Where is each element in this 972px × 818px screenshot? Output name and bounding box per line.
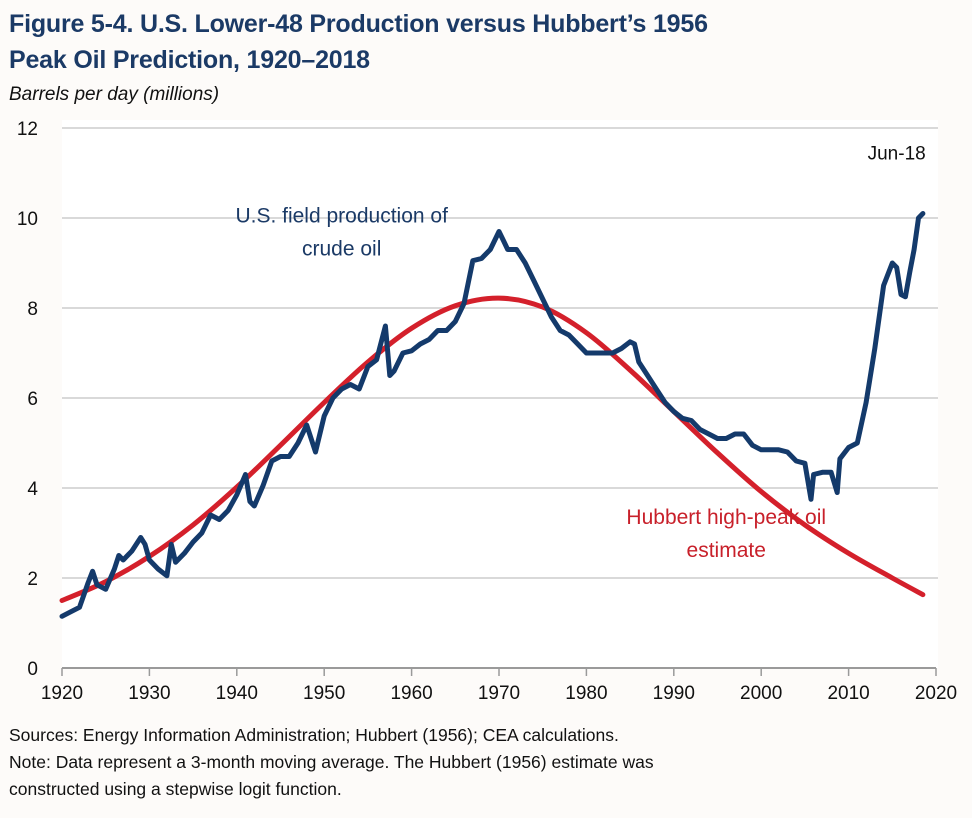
y-tick-label: 10 bbox=[17, 209, 38, 230]
annotation-production-label: U.S. field production of bbox=[235, 205, 448, 228]
chart-title-line-1: Figure 5-4. U.S. Lower-48 Production ver… bbox=[9, 10, 708, 38]
y-tick-label: 6 bbox=[27, 389, 38, 410]
x-tick-label: 1990 bbox=[653, 683, 695, 704]
sources-note: Sources: Energy Information Administrati… bbox=[9, 725, 619, 745]
annotation-hubbert-label: estimate bbox=[687, 539, 766, 562]
x-tick-label: 1980 bbox=[565, 683, 607, 704]
annotations: U.S. field production of crude oil Hubbert… bbox=[235, 144, 925, 563]
y-tick-label: 12 bbox=[17, 119, 38, 140]
x-tick-label: 2000 bbox=[740, 683, 782, 704]
x-tick-label: 1960 bbox=[390, 683, 432, 704]
x-tick-label: 1920 bbox=[41, 683, 83, 704]
y-axis: 0 2 4 6 8 10 12 bbox=[17, 119, 39, 680]
x-tick-label: 1950 bbox=[303, 683, 345, 704]
y-tick-label: 2 bbox=[27, 569, 38, 590]
x-tick-label: 1940 bbox=[216, 683, 258, 704]
data-note-line-1: Note: Data represent a 3-month moving av… bbox=[9, 752, 654, 772]
data-note-line-2: constructed using a stepwise logit funct… bbox=[9, 779, 342, 799]
production-line bbox=[59, 211, 926, 619]
y-tick-label: 4 bbox=[27, 479, 38, 500]
annotation-none-label: Jun-18 bbox=[868, 144, 926, 165]
y-axis-label: Barrels per day (millions) bbox=[9, 84, 220, 105]
annotation-production-label: crude oil bbox=[302, 238, 381, 261]
y-tick-label: 8 bbox=[27, 299, 38, 320]
x-tick-label: 2020 bbox=[915, 683, 957, 704]
x-tick-label: 2010 bbox=[827, 683, 869, 704]
chart-title-line-2: Peak Oil Prediction, 1920–2018 bbox=[9, 46, 370, 74]
x-axis: 1920 1930 1940 1950 1960 1970 1980 1990 2000 2010… bbox=[41, 667, 957, 704]
y-tick-label: 0 bbox=[27, 659, 38, 680]
x-tick-label: 1970 bbox=[478, 683, 520, 704]
annotation-hubbert-label: Hubbert high-peak oil bbox=[626, 506, 826, 529]
hubbert-estimate-line bbox=[59, 295, 926, 603]
plot-area bbox=[62, 120, 938, 668]
x-tick-label: 1930 bbox=[128, 683, 170, 704]
chart-title: Figure 5-4. U.S. Lower-48 Production ver… bbox=[9, 6, 708, 78]
gridlines bbox=[62, 127, 938, 579]
chart-footer: Sources: Energy Information Administrati… bbox=[9, 722, 654, 803]
series-group bbox=[59, 211, 926, 619]
